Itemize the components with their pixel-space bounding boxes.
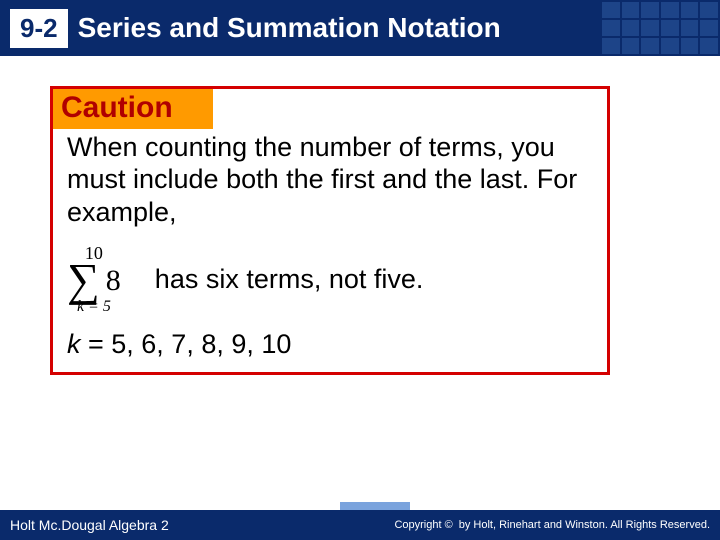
footer-bar: Holt Mc.Dougal Algebra 2 Copyright © by …: [0, 510, 720, 540]
caution-body-text: When counting the number of terms, you m…: [53, 129, 607, 238]
sigma-description: has six terms, not five.: [155, 264, 424, 295]
content-area: Caution When counting the number of term…: [0, 56, 720, 375]
summation-row: 10 ∑ 8 k = 5 has six terms, not five.: [53, 238, 607, 323]
k-value-list: = 5, 6, 7, 8, 9, 10: [81, 329, 292, 359]
sigma-expression: 8: [106, 264, 121, 298]
header-bar: 9-2 Series and Summation Notation: [0, 0, 720, 56]
copyright-text: by Holt, Rinehart and Winston. All Right…: [459, 519, 710, 531]
caution-box: Caution When counting the number of term…: [50, 86, 610, 375]
sigma-icon: ∑: [67, 262, 100, 299]
header-grid-decoration: [600, 0, 720, 56]
sigma-lower-limit: k = 5: [77, 299, 111, 315]
section-number-badge: 9-2: [10, 9, 68, 48]
k-variable: k: [67, 329, 81, 359]
copyright-label: Copyright ©: [394, 519, 452, 531]
footer-copyright: Copyright © by Holt, Rinehart and Winsto…: [394, 519, 710, 531]
sigma-notation: 10 ∑ 8 k = 5: [67, 244, 121, 315]
k-values-line: k = 5, 6, 7, 8, 9, 10: [53, 323, 607, 372]
page-title: Series and Summation Notation: [78, 12, 501, 44]
caution-label: Caution: [53, 89, 213, 129]
footer-book-title: Holt Mc.Dougal Algebra 2: [10, 517, 169, 533]
